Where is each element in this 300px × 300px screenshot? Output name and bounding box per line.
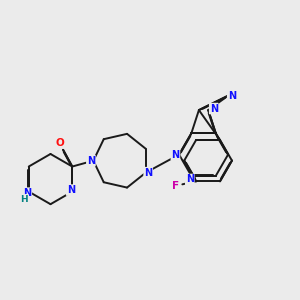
Text: N: N xyxy=(23,188,31,198)
Text: N: N xyxy=(228,91,236,101)
Text: F: F xyxy=(172,181,179,191)
Text: O: O xyxy=(55,138,64,148)
Text: H: H xyxy=(20,195,28,204)
Text: N: N xyxy=(67,185,75,195)
Text: N: N xyxy=(210,103,218,114)
Text: N: N xyxy=(144,168,152,178)
Text: N: N xyxy=(186,175,194,184)
Text: N: N xyxy=(87,156,95,166)
Text: N: N xyxy=(171,150,179,160)
